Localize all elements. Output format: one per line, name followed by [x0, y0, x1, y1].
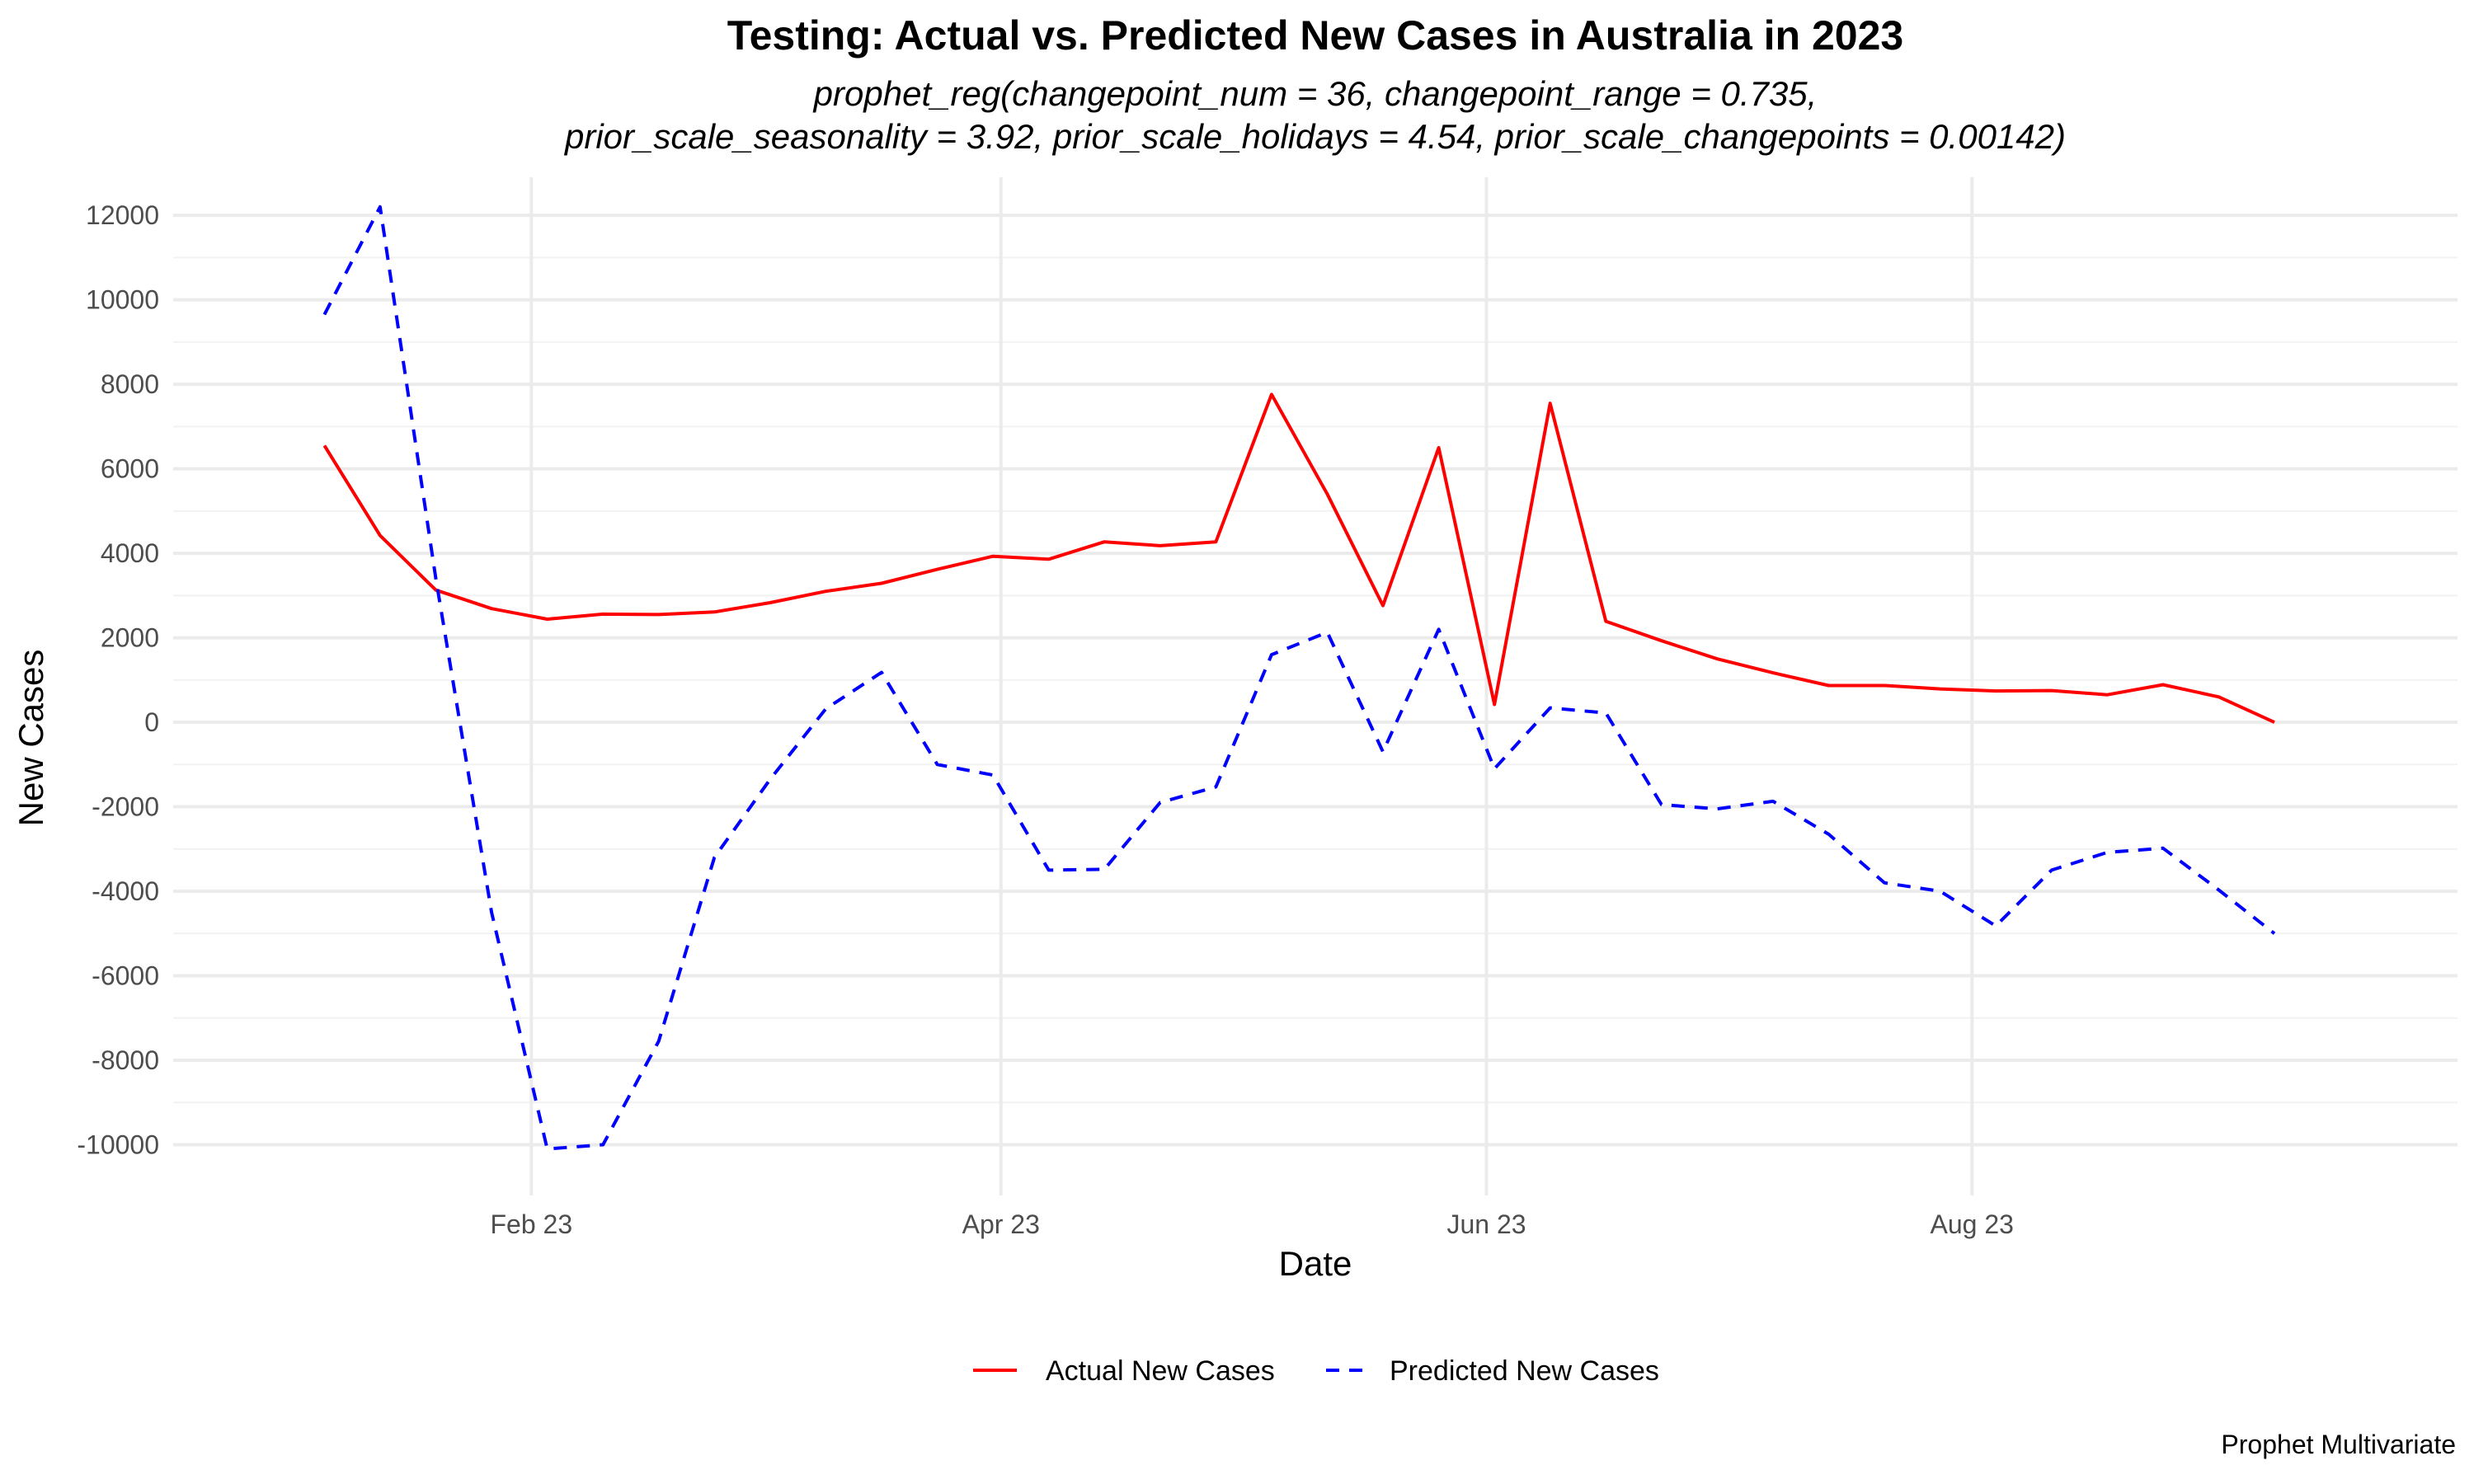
y-tick-label: -8000 — [92, 1045, 159, 1075]
legend: Actual New Cases Predicted New Cases — [973, 1355, 1659, 1387]
y-tick-label: -10000 — [77, 1130, 159, 1160]
y-tick-label: 0 — [144, 707, 159, 737]
y-axis-title: New Cases — [12, 650, 50, 827]
y-tick-label: 2000 — [101, 623, 159, 653]
legend-label: Actual New Cases — [1046, 1355, 1275, 1387]
x-tick-label: Aug 23 — [1931, 1209, 2014, 1239]
x-tick-label: Jun 23 — [1446, 1209, 1526, 1239]
y-tick-label: 8000 — [101, 369, 159, 399]
chart-caption: Prophet Multivariate — [2221, 1430, 2456, 1459]
chart-subtitle-line-2: prior_scale_seasonality = 3.92, prior_sc… — [563, 117, 2066, 156]
grid-lines — [173, 177, 2458, 1195]
chart-subtitle-line-1: prophet_reg(changepoint_num = 36, change… — [812, 74, 1818, 113]
x-tick-label: Feb 23 — [491, 1209, 573, 1239]
series-line-actual-new-cases — [322, 392, 2275, 724]
y-axis-ticks: -10000 -8000 -6000 -4000 -2000 0 2000 4000 6000 8… — [77, 200, 159, 1159]
series-line-predicted-new-cases — [322, 204, 2276, 1151]
y-tick-label: -2000 — [92, 792, 159, 822]
y-tick-label: -4000 — [92, 876, 159, 906]
y-tick-label: 4000 — [101, 538, 159, 568]
x-tick-label: Apr 23 — [962, 1209, 1040, 1239]
y-tick-label: 6000 — [101, 454, 159, 484]
chart-title: Testing: Actual vs. Predicted New Cases … — [727, 12, 1903, 59]
y-tick-label: 12000 — [86, 200, 159, 230]
y-tick-label: 10000 — [86, 285, 159, 315]
y-tick-label: -6000 — [92, 961, 159, 991]
x-axis-title: Date — [1279, 1244, 1352, 1283]
legend-label: Predicted New Cases — [1390, 1355, 1659, 1387]
plot-area — [173, 177, 2458, 1195]
series-layer — [322, 204, 2276, 1151]
x-axis-ticks: Feb 23 Apr 23 Jun 23 Aug 23 — [491, 1209, 2014, 1239]
